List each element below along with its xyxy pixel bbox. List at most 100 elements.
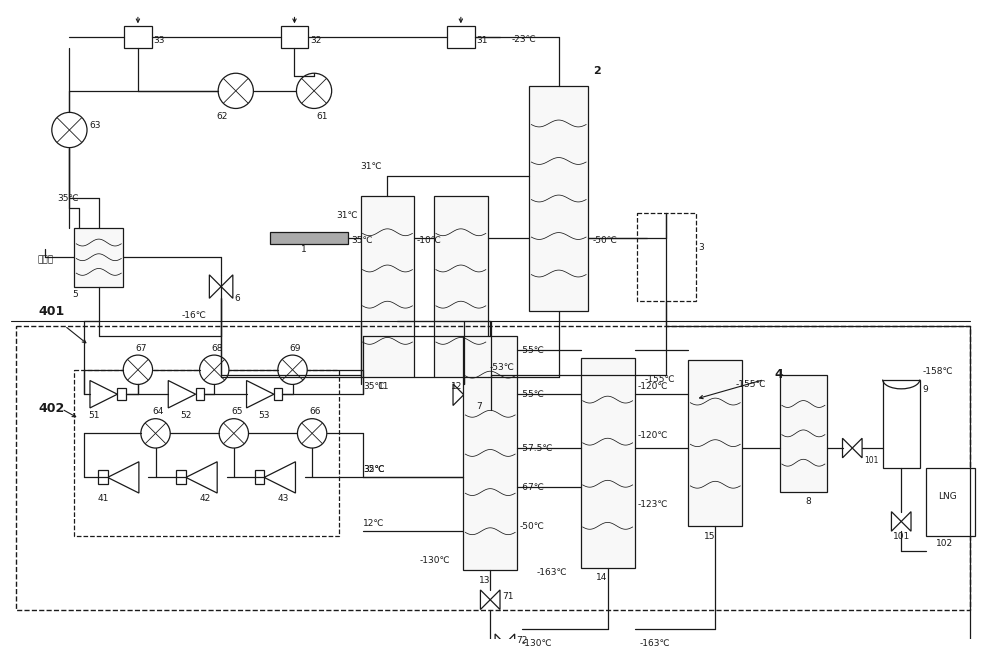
Text: 53: 53	[258, 411, 270, 421]
Text: 101: 101	[893, 532, 911, 541]
Text: 51: 51	[88, 411, 100, 421]
Circle shape	[52, 112, 87, 148]
Bar	[176, 471, 186, 484]
Text: 61: 61	[316, 112, 328, 121]
Text: -10℃: -10℃	[416, 236, 441, 245]
Bar	[637, 213, 696, 301]
Text: 3: 3	[699, 243, 704, 252]
Text: 33: 33	[154, 36, 165, 46]
Text: 12℃: 12℃	[363, 519, 384, 528]
Text: 32℃: 32℃	[363, 465, 384, 474]
Text: 31: 31	[477, 36, 488, 46]
Text: 101: 101	[864, 456, 878, 465]
Text: 42: 42	[200, 495, 211, 504]
Text: 66: 66	[309, 408, 321, 417]
Bar	[74, 228, 123, 287]
Text: 8: 8	[805, 497, 811, 506]
Bar	[926, 467, 975, 536]
Bar	[281, 26, 308, 48]
Circle shape	[200, 355, 229, 384]
Bar	[196, 388, 204, 400]
Text: 68: 68	[211, 344, 223, 353]
Text: 35℃: 35℃	[58, 194, 79, 203]
Text: -155℃: -155℃	[736, 380, 766, 389]
Text: -57.5℃: -57.5℃	[520, 443, 554, 452]
Text: 7: 7	[477, 402, 482, 411]
Bar	[463, 335, 517, 570]
Text: 12: 12	[451, 382, 462, 391]
Polygon shape	[843, 438, 852, 458]
Text: -163℃: -163℃	[537, 568, 567, 577]
Text: 71: 71	[502, 592, 513, 601]
Polygon shape	[464, 384, 475, 406]
Polygon shape	[495, 634, 505, 650]
Circle shape	[218, 73, 253, 109]
Polygon shape	[505, 634, 515, 650]
Text: -16℃: -16℃	[182, 311, 207, 320]
Text: 4: 4	[774, 368, 783, 381]
Text: -123℃: -123℃	[637, 500, 668, 509]
Text: 69: 69	[290, 344, 301, 353]
Text: 燃料气: 燃料气	[37, 255, 53, 265]
Text: 67: 67	[135, 344, 146, 353]
Bar	[274, 388, 282, 400]
Text: 13: 13	[478, 576, 490, 584]
Bar	[270, 232, 348, 244]
Bar	[529, 86, 588, 311]
Text: 401: 401	[38, 305, 64, 318]
Text: 9: 9	[923, 385, 929, 394]
Circle shape	[278, 355, 307, 384]
Bar	[434, 196, 488, 377]
Text: 402: 402	[38, 402, 64, 415]
Bar	[16, 326, 970, 610]
Text: -130℃: -130℃	[522, 639, 553, 648]
Circle shape	[219, 419, 248, 448]
Text: 2: 2	[593, 66, 601, 76]
Bar	[361, 196, 414, 377]
Text: 65: 65	[231, 408, 242, 417]
Text: 64: 64	[153, 408, 164, 417]
Polygon shape	[209, 275, 221, 298]
Polygon shape	[852, 438, 862, 458]
Text: 6: 6	[235, 294, 241, 303]
Text: 5: 5	[72, 290, 78, 299]
Text: LNG: LNG	[938, 493, 957, 501]
Bar	[688, 360, 742, 526]
Text: 35℃: 35℃	[351, 236, 373, 245]
Polygon shape	[901, 512, 911, 531]
Text: 35℃: 35℃	[363, 382, 385, 391]
Bar	[447, 26, 475, 48]
Bar	[98, 471, 108, 484]
Text: -163℃: -163℃	[639, 639, 670, 648]
Polygon shape	[453, 384, 464, 406]
Text: 32: 32	[310, 36, 322, 46]
Text: 14: 14	[596, 573, 607, 582]
Text: -50℃: -50℃	[520, 522, 545, 531]
Text: -130℃: -130℃	[419, 556, 450, 565]
Polygon shape	[264, 462, 295, 493]
Text: 31℃: 31℃	[361, 162, 382, 171]
Bar	[581, 358, 635, 568]
Polygon shape	[168, 380, 196, 408]
Text: 11: 11	[378, 382, 389, 391]
Polygon shape	[186, 462, 217, 493]
Text: -55℃: -55℃	[520, 346, 545, 355]
Circle shape	[296, 73, 332, 109]
Text: 35℃: 35℃	[363, 465, 385, 474]
Bar	[117, 388, 126, 400]
Text: 102: 102	[935, 540, 953, 549]
Polygon shape	[247, 380, 274, 408]
Polygon shape	[221, 275, 233, 298]
Circle shape	[141, 419, 170, 448]
Text: -50℃: -50℃	[593, 236, 618, 245]
Circle shape	[123, 355, 153, 384]
Bar	[124, 26, 152, 48]
Text: -55℃: -55℃	[520, 390, 545, 398]
Bar	[74, 370, 339, 536]
Bar	[780, 374, 827, 492]
Text: 43: 43	[278, 495, 289, 504]
Text: 63: 63	[89, 121, 100, 129]
Text: -120℃: -120℃	[637, 432, 668, 440]
Bar	[255, 471, 264, 484]
Text: 1: 1	[301, 245, 307, 254]
